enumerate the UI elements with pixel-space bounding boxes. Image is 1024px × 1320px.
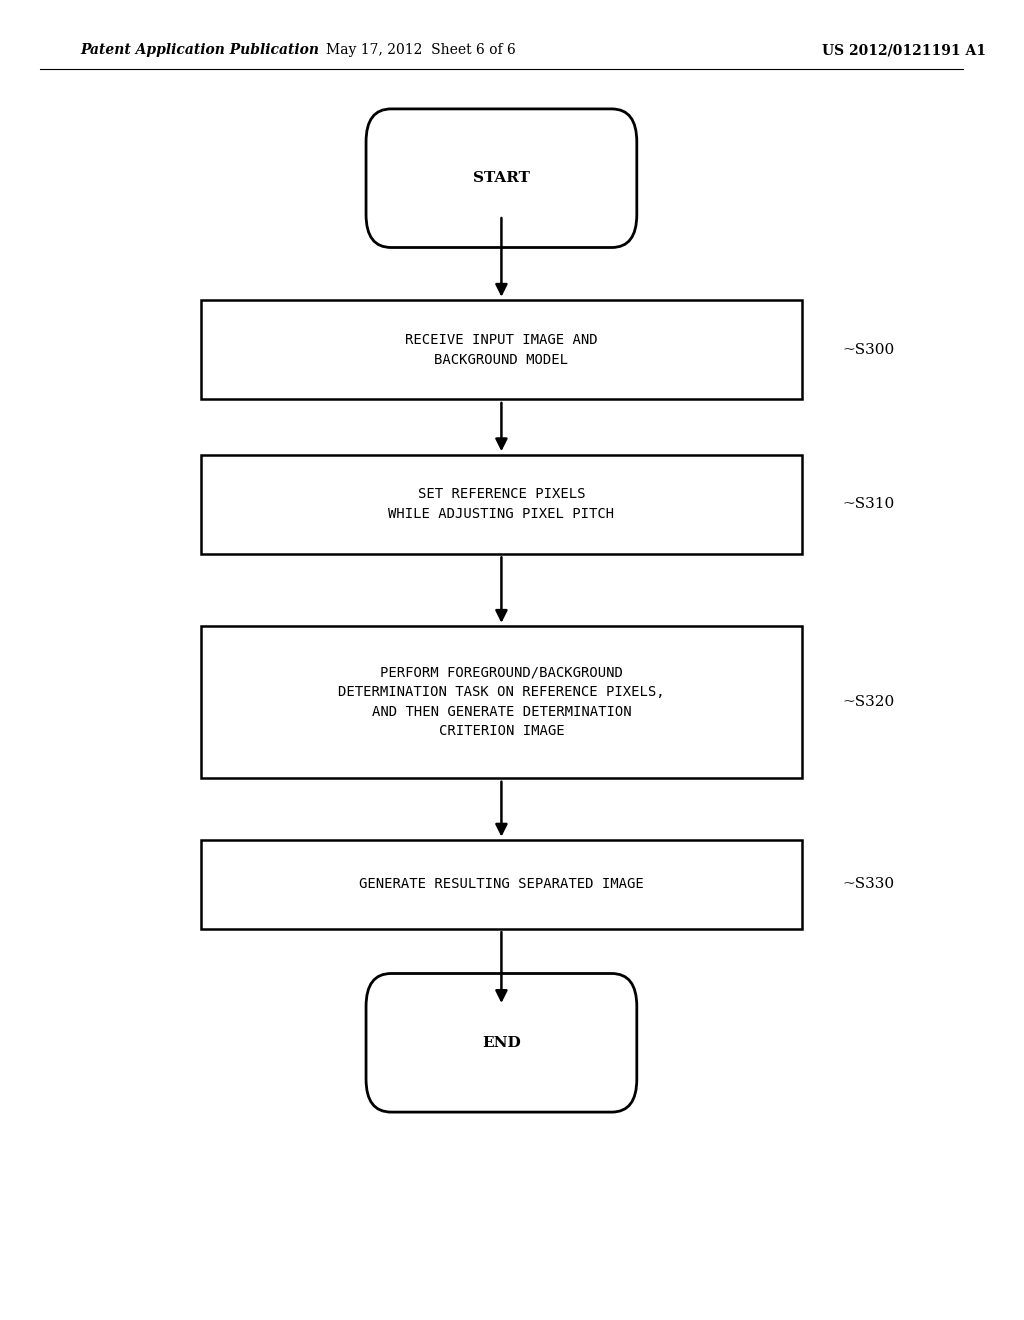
Text: May 17, 2012  Sheet 6 of 6: May 17, 2012 Sheet 6 of 6: [327, 44, 516, 57]
Text: ~S320: ~S320: [843, 696, 895, 709]
Text: ~S330: ~S330: [843, 878, 895, 891]
Text: GENERATE RESULTING SEPARATED IMAGE: GENERATE RESULTING SEPARATED IMAGE: [359, 878, 644, 891]
FancyBboxPatch shape: [366, 974, 637, 1111]
Text: US 2012/0121191 A1: US 2012/0121191 A1: [822, 44, 986, 57]
Text: ~S310: ~S310: [843, 498, 895, 511]
Text: ~S300: ~S300: [843, 343, 895, 356]
FancyBboxPatch shape: [201, 626, 802, 777]
Text: SET REFERENCE PIXELS
WHILE ADJUSTING PIXEL PITCH: SET REFERENCE PIXELS WHILE ADJUSTING PIX…: [388, 487, 614, 521]
FancyBboxPatch shape: [201, 454, 802, 554]
Text: Patent Application Publication: Patent Application Publication: [80, 44, 319, 57]
Text: RECEIVE INPUT IMAGE AND
BACKGROUND MODEL: RECEIVE INPUT IMAGE AND BACKGROUND MODEL: [406, 333, 598, 367]
Text: END: END: [482, 1036, 521, 1049]
Text: START: START: [473, 172, 529, 185]
FancyBboxPatch shape: [366, 110, 637, 248]
FancyBboxPatch shape: [201, 840, 802, 929]
Text: FIG. 7: FIG. 7: [454, 123, 549, 154]
FancyBboxPatch shape: [201, 301, 802, 399]
Text: PERFORM FOREGROUND/BACKGROUND
DETERMINATION TASK ON REFERENCE PIXELS,
AND THEN G: PERFORM FOREGROUND/BACKGROUND DETERMINAT…: [338, 667, 665, 738]
